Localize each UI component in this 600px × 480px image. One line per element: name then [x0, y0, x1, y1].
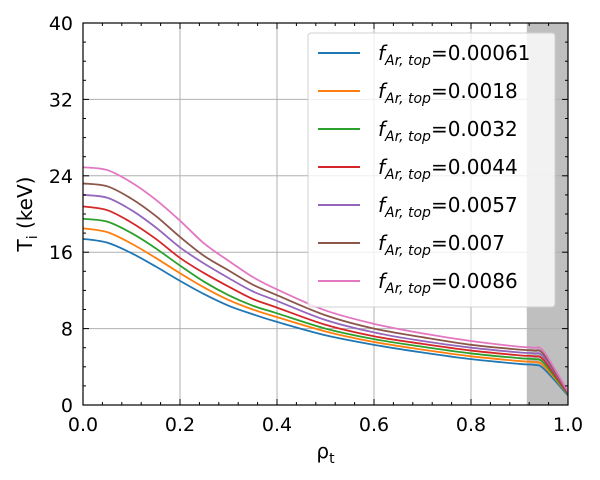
- x-tick-label: 0.2: [165, 414, 195, 436]
- y-axis-label-main: T: [13, 238, 37, 252]
- y-tick-label: 8: [61, 319, 73, 341]
- x-axis-label-main: ρ: [316, 439, 329, 463]
- y-tick-label: 40: [49, 13, 73, 35]
- x-axis-label-sub: t: [329, 451, 335, 467]
- x-tick-label: 0.4: [262, 414, 292, 436]
- x-tick-label: 0.8: [456, 414, 486, 436]
- y-axis-label-sub: i: [25, 235, 41, 239]
- legend-label-1: fAr, top=0.0018: [378, 79, 518, 107]
- series-line-2: [83, 217, 568, 396]
- series-line-5: [83, 182, 568, 394]
- x-axis-label: ρt: [316, 439, 335, 467]
- series-lines: [83, 166, 568, 397]
- series-line-6: [83, 166, 568, 393]
- series-line-3: [83, 205, 568, 395]
- x-tick-label: 0.6: [359, 414, 389, 436]
- y-axis-label-rest: (keV): [13, 177, 37, 236]
- legend-box: [307, 32, 556, 308]
- axis-ticks: [82, 22, 569, 406]
- legend-label-4: fAr, top=0.0057: [378, 193, 518, 221]
- legend-label-2: fAr, top=0.0032: [378, 117, 518, 145]
- x-tick-label: 0.0: [68, 414, 98, 436]
- y-tick-label: 32: [49, 89, 73, 111]
- y-tick-label: 24: [49, 166, 73, 188]
- y-axis-label: Ti (keV): [13, 177, 41, 253]
- legend-label-6: fAr, top=0.0086: [378, 269, 518, 297]
- y-tick-label: 0: [61, 395, 73, 417]
- tick-labels: 0.0 0.2 0.4 0.6 0.8 1.0 0 8 16 24 32 40: [49, 13, 583, 436]
- series-line-0: [83, 237, 568, 397]
- series-line-4: [83, 194, 568, 394]
- y-tick-label: 16: [49, 242, 73, 264]
- x-tick-label: 1.0: [553, 414, 583, 436]
- legend-label-3: fAr, top=0.0044: [378, 155, 518, 183]
- series-line-1: [83, 227, 568, 396]
- legend-label-5: fAr, top=0.007: [378, 231, 505, 259]
- legend-label-0: fAr, top=0.00061: [378, 41, 530, 69]
- legend: fAr, top=0.00061 fAr, top=0.0018 fAr, top=…: [307, 32, 556, 308]
